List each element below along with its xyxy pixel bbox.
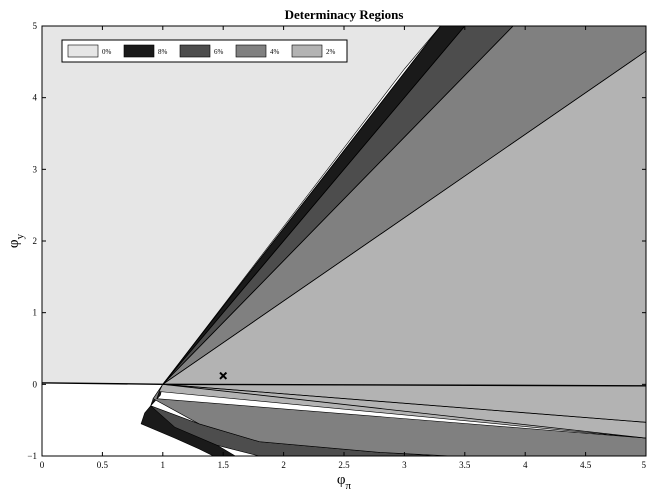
boundary-line <box>162 383 646 423</box>
y-tick-label: 1 <box>33 308 38 318</box>
region-4pct <box>152 26 646 456</box>
legend: 0% 8% 6% 4% 2% <box>61 39 348 63</box>
y-tick-label: 5 <box>33 21 38 31</box>
marker-layer <box>219 371 228 380</box>
legend-label: 2% <box>326 48 336 56</box>
x-axis-label-subscript: π <box>346 480 352 492</box>
y-tick-label: 3 <box>33 164 38 174</box>
legend-swatch <box>67 44 99 58</box>
x-axis-ticks: 0 0.5 1 1.5 2 2.5 3 3.5 4 4.5 5 <box>40 26 647 470</box>
y-axis-label: φy <box>6 233 26 248</box>
marker-point <box>219 371 228 380</box>
y-axis-label-subscript: y <box>14 233 26 239</box>
legend-swatch <box>123 44 155 58</box>
x-tick-label: 5 <box>642 460 647 470</box>
x-tick-label: 3 <box>402 460 407 470</box>
y-tick-label: 0 <box>33 379 38 389</box>
legend-label: 8% <box>158 48 168 56</box>
boundary-line <box>162 26 441 385</box>
legend-label: 4% <box>270 48 280 56</box>
x-tick-label: 2.5 <box>338 460 350 470</box>
y-tick-label: 2 <box>33 236 38 246</box>
chart-title: Determinacy Regions <box>285 7 404 22</box>
boundary-lines-layer <box>42 26 646 439</box>
boundary-line <box>42 382 646 387</box>
x-tick-label: 1 <box>161 460 166 470</box>
legend-swatch <box>179 44 211 58</box>
x-tick-label: 1.5 <box>218 460 230 470</box>
boundary-line <box>162 50 646 385</box>
boundary-line <box>162 383 646 439</box>
y-tick-label: −1 <box>27 451 37 461</box>
regions-layer <box>42 26 646 456</box>
legend-label: 6% <box>214 48 224 56</box>
legend-swatch <box>235 44 267 58</box>
x-tick-label: 0.5 <box>97 460 109 470</box>
region-2pct <box>158 50 646 439</box>
boundary-line <box>162 26 466 385</box>
x-tick-label: 4 <box>523 460 528 470</box>
legend-label: 0% <box>102 48 112 56</box>
x-tick-label: 2 <box>281 460 286 470</box>
x-tick-label: 4.5 <box>580 460 592 470</box>
y-axis-ticks: −1 0 1 2 3 4 5 <box>27 21 646 461</box>
boundary-line <box>162 26 514 385</box>
x-tick-label: 0 <box>40 460 45 470</box>
y-tick-label: 4 <box>33 93 38 103</box>
x-axis-label: φπ <box>337 472 352 492</box>
legend-swatch <box>291 44 323 58</box>
x-tick-label: 3.5 <box>459 460 471 470</box>
